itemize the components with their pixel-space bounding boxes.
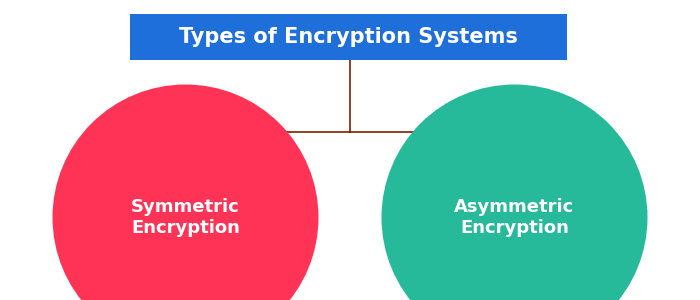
Text: Asymmetric
Encryption: Asymmetric Encryption <box>454 198 575 237</box>
Ellipse shape <box>382 85 648 300</box>
FancyBboxPatch shape <box>130 14 567 60</box>
Ellipse shape <box>52 85 318 300</box>
Text: Symmetric
Encryption: Symmetric Encryption <box>131 198 240 237</box>
Text: Types of Encryption Systems: Types of Encryption Systems <box>178 27 518 47</box>
